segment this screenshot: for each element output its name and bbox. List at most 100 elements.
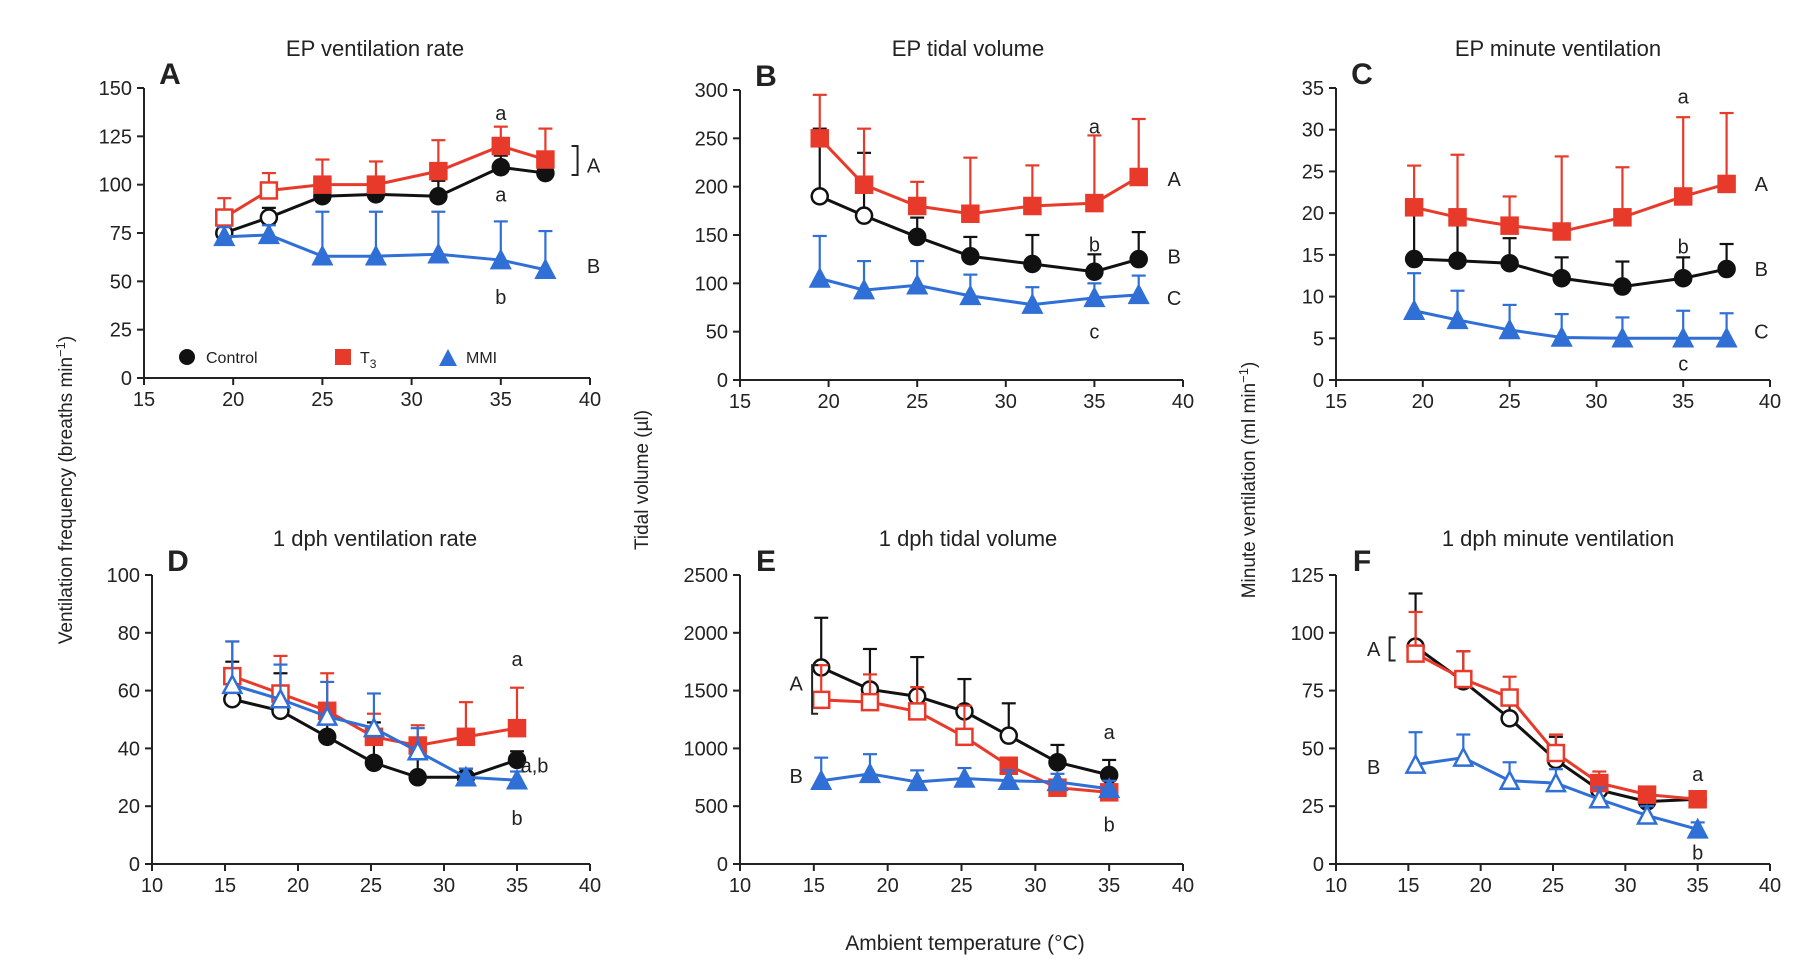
data-point bbox=[1500, 253, 1519, 273]
data-point bbox=[213, 225, 236, 247]
data-point bbox=[1127, 283, 1150, 305]
panel-e-y-tick-label: 1000 bbox=[684, 738, 729, 760]
panel-d-x-tick-label: 30 bbox=[433, 875, 455, 897]
panel-f-annotation: B bbox=[1367, 757, 1380, 779]
panel-e-x-tick-label: 10 bbox=[729, 875, 751, 897]
panel-b-x-tick-label: 40 bbox=[1172, 391, 1194, 413]
panel-d-x-tick-label: 10 bbox=[141, 875, 163, 897]
panel-e-annotation: b bbox=[1104, 815, 1115, 837]
panel-f-x-tick-label: 30 bbox=[1614, 875, 1636, 897]
data-point bbox=[1083, 286, 1106, 308]
panel-b-annotation: B bbox=[1167, 246, 1180, 268]
panel-b-y-tick-label: 250 bbox=[695, 128, 728, 150]
panel-a-annotation: a bbox=[495, 184, 507, 206]
data-point bbox=[1546, 743, 1566, 763]
panel-d-y-tick-label: 20 bbox=[118, 796, 140, 818]
panel-e-y-tick-label: 2500 bbox=[684, 565, 729, 587]
panel-d: 1 dph ventilation rate D 0 20 40 60 80 100 10 15 2… bbox=[107, 526, 602, 897]
panel-c: EP minute ventilation C 0 5 10 15 20 25 30 35 15 20… bbox=[1302, 36, 1781, 413]
panel-d-y-tick-label: 100 bbox=[107, 565, 140, 587]
data-point bbox=[259, 181, 279, 200]
panel-c-y-tick-label: 30 bbox=[1302, 120, 1324, 142]
panel-b-annotation: A bbox=[1167, 169, 1181, 191]
y-axis-label-right-main: Minute ventilation (ml min bbox=[1239, 383, 1260, 598]
data-point bbox=[1498, 769, 1521, 791]
data-point bbox=[1688, 790, 1707, 809]
panel-e-title: 1 dph tidal volume bbox=[879, 526, 1058, 551]
legend-marker-control bbox=[179, 349, 195, 365]
data-point bbox=[427, 242, 450, 264]
data-point bbox=[810, 769, 833, 791]
panel-b-x-tick-label: 25 bbox=[906, 391, 928, 413]
panel-d-x-tick-label: 15 bbox=[214, 875, 236, 897]
panel-a-annotation: a bbox=[495, 103, 507, 125]
panel-e-letter: E bbox=[756, 545, 776, 578]
data-point bbox=[1448, 251, 1467, 270]
panel-f-x-tick-label: 40 bbox=[1759, 875, 1781, 897]
panel-f-letter: F bbox=[1353, 545, 1371, 578]
panel-c-series-t3 bbox=[1404, 111, 1736, 241]
data-point bbox=[317, 727, 337, 747]
y-axis-label-right: Minute ventilation (ml min−1) bbox=[1236, 362, 1260, 599]
panel-f-x-tick-label: 25 bbox=[1542, 875, 1564, 897]
panel-f-x-tick-label: 10 bbox=[1325, 875, 1347, 897]
data-point bbox=[1048, 753, 1067, 772]
panel-e-annotation: a bbox=[1104, 722, 1116, 744]
y-axis-label-right-end: ) bbox=[1239, 362, 1260, 368]
data-point bbox=[1448, 208, 1467, 227]
data-point bbox=[906, 273, 929, 295]
panel-a-y-tick-label: 150 bbox=[99, 78, 132, 100]
data-point bbox=[507, 750, 527, 770]
data-point bbox=[955, 727, 974, 747]
data-point bbox=[534, 258, 557, 279]
y-axis-label-left-end: ) bbox=[56, 336, 77, 342]
panel-f-y-tick-label: 25 bbox=[1302, 796, 1324, 818]
panel-d-series-mmi bbox=[221, 640, 529, 790]
data-point bbox=[1021, 292, 1044, 314]
panel-d-annotation: a bbox=[511, 649, 523, 671]
data-point bbox=[854, 206, 874, 225]
data-point bbox=[959, 284, 982, 306]
data-point bbox=[366, 175, 386, 194]
data-point bbox=[1500, 688, 1519, 707]
data-point bbox=[316, 704, 339, 726]
data-point bbox=[860, 692, 880, 712]
panel-b-series-mmi bbox=[808, 234, 1150, 314]
data-point bbox=[999, 726, 1019, 745]
data-point bbox=[1637, 785, 1657, 804]
panel-a-y-tick-label: 0 bbox=[121, 368, 132, 390]
panel-a-title: EP ventilation rate bbox=[286, 36, 464, 61]
panel-c-series-control bbox=[1404, 207, 1736, 296]
data-point bbox=[1046, 770, 1069, 792]
panel-c-x-tick-label: 40 bbox=[1759, 391, 1781, 413]
data-point bbox=[454, 765, 477, 787]
panel-e-x-tick-label: 35 bbox=[1098, 875, 1120, 897]
data-point bbox=[811, 690, 831, 710]
data-point bbox=[505, 768, 529, 790]
panel-d-annotation: b bbox=[511, 808, 522, 830]
panel-c-title: EP minute ventilation bbox=[1455, 36, 1661, 61]
data-point bbox=[1129, 167, 1148, 187]
data-point bbox=[907, 702, 927, 721]
panel-a-annotation: B bbox=[587, 256, 600, 278]
data-point bbox=[221, 673, 244, 695]
panel-b-series-t3 bbox=[810, 93, 1148, 223]
panel-d-x-tick-label: 40 bbox=[579, 875, 601, 897]
panel-a-x-tick-label: 15 bbox=[133, 389, 155, 411]
panel-a-x-tick-label: 30 bbox=[400, 389, 422, 411]
panel-a-x-tick-label: 25 bbox=[311, 389, 333, 411]
panel-a-y-tick-label: 75 bbox=[110, 223, 132, 245]
panel-e-bracket bbox=[811, 664, 819, 715]
panel-c-x-tick-label: 35 bbox=[1672, 391, 1694, 413]
data-point bbox=[408, 768, 427, 787]
panel-b-x-tick-label: 20 bbox=[817, 391, 839, 413]
panel-b-y-tick-label: 200 bbox=[695, 177, 728, 199]
data-point bbox=[491, 158, 511, 177]
data-point bbox=[1611, 326, 1634, 348]
data-point bbox=[1500, 216, 1519, 235]
data-point bbox=[1673, 187, 1693, 206]
data-point bbox=[1446, 308, 1469, 330]
panel-a-series-t3 bbox=[215, 125, 555, 227]
panel-f-y-tick-label: 100 bbox=[1291, 623, 1324, 645]
